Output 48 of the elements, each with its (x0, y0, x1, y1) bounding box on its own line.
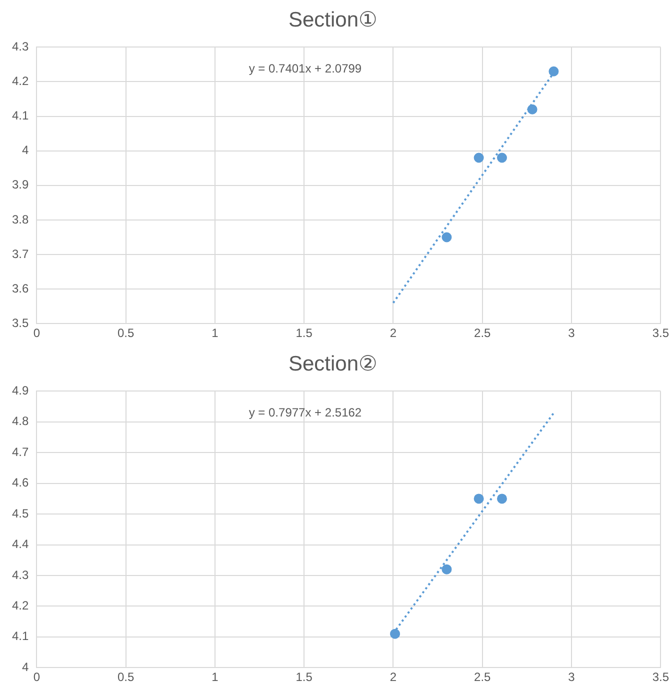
x-tick-label: 2 (390, 326, 397, 340)
x-tick-label: 1.5 (296, 326, 313, 340)
y-tick-label: 4.1 (12, 629, 29, 644)
x-tick-label: 2.5 (474, 326, 492, 340)
point (496, 494, 507, 504)
x-tick-label: 3.5 (652, 326, 670, 340)
point (442, 232, 452, 242)
chart-title: Section② (288, 352, 378, 376)
point (474, 152, 484, 163)
x-tick-label: 2 (390, 670, 397, 684)
x-tick-label: 1.5 (296, 670, 313, 684)
point (390, 628, 400, 639)
x-tick-label: 1 (212, 670, 219, 684)
y-tick-label: 3.9 (12, 178, 29, 192)
x-tick-label: 0.5 (117, 670, 134, 684)
y-tick-label: 3.6 (12, 281, 29, 296)
x-tick-label: 3 (568, 670, 576, 684)
x-tick-label: 3 (568, 326, 576, 340)
y-tick-label: 3.8 (12, 212, 29, 226)
chart-title: Section① (288, 8, 378, 32)
y-tick-label: 4.3 (12, 40, 29, 54)
point (548, 66, 559, 76)
y-tick-label: 4 (22, 143, 29, 158)
y-tick-label: 4.8 (12, 414, 29, 428)
annotation: y = 0.7401x + 2.0799 (248, 62, 362, 76)
x-tick-label: 0 (33, 326, 40, 340)
y-tick-label: 4.7 (12, 444, 29, 459)
x-tick-label: 1 (212, 326, 219, 340)
y-tick-label: 4.3 (12, 568, 29, 582)
point (442, 564, 452, 574)
x-tick-label: 3.5 (652, 670, 670, 684)
x-tick-label: 0.5 (117, 326, 134, 340)
point (527, 104, 538, 114)
y-tick-label: 4.6 (12, 476, 29, 490)
y-tick-label: 4.2 (12, 598, 29, 612)
x-tick-label: 0 (33, 670, 40, 684)
point (496, 152, 507, 163)
y-tick-label: 4.1 (12, 108, 29, 123)
x-tick-label: 2.5 (474, 670, 492, 684)
y-tick-label: 4.2 (12, 74, 29, 88)
point (474, 494, 484, 504)
y-tick-label: 4 (22, 660, 29, 674)
annotation: y = 0.7977x + 2.5162 (248, 406, 362, 420)
y-tick-label: 4.9 (12, 384, 29, 398)
y-tick-label: 3.7 (12, 246, 29, 261)
y-tick-label: 4.5 (12, 506, 29, 520)
y-tick-label: 3.5 (12, 316, 29, 330)
y-tick-label: 4.4 (12, 537, 29, 552)
